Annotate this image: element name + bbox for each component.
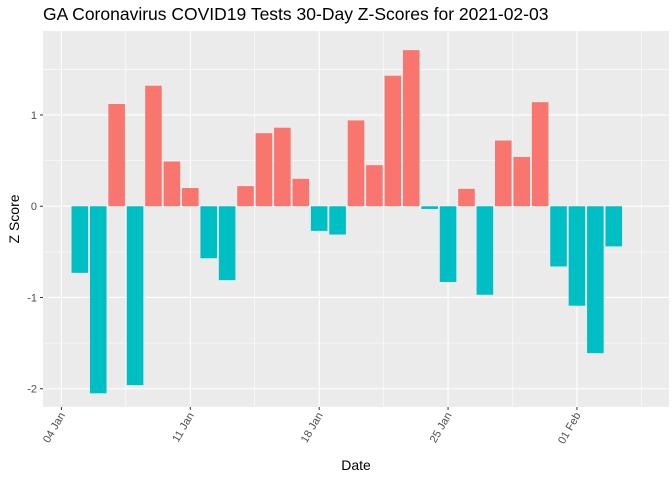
bar [71,206,89,273]
x-tick-label: 11 Jan [170,411,197,445]
x-tick-label: 01 Feb [556,411,584,447]
bar [182,187,199,207]
bar [145,85,162,207]
bar [458,188,475,207]
y-axis: -2 -1 0 1 [27,110,43,396]
bar [347,120,365,207]
bar [476,206,494,295]
bar [531,102,549,207]
y-tick-label: -2 [27,384,37,396]
x-tick-label: 18 Jan [299,411,326,446]
bar [292,178,310,207]
bar [605,206,623,247]
chart-title: GA Coronavirus COVID19 Tests 30-Day Z-Sc… [43,4,549,24]
bar [421,206,438,209]
bar [200,206,217,259]
x-tick-label: 25 Jan [428,411,455,446]
bar [384,75,402,207]
x-axis: 04 Jan 11 Jan 18 Jan 25 Jan 01 Feb [41,407,584,447]
bar [126,206,144,386]
y-tick-label: 1 [31,110,37,122]
bar [310,206,328,231]
bar [550,206,567,267]
bar [402,50,420,207]
bar [329,206,346,235]
bar [218,206,236,281]
bars [71,50,623,394]
bar [108,104,125,207]
bar [255,133,273,207]
minor-gridlines [43,31,669,407]
x-tick-label: 04 Jan [41,411,68,446]
bar [587,206,604,354]
bar [274,127,291,207]
x-axis-title: Date [341,457,371,473]
bar [237,186,254,207]
bar [366,165,383,207]
y-tick-label: 0 [31,201,37,213]
y-axis-title: Z Score [6,194,22,243]
y-tick-label: -1 [27,292,37,304]
bar [495,140,512,207]
bar [89,206,107,394]
bar [568,206,586,306]
bar [513,156,530,207]
bar [439,206,457,282]
bar [163,161,181,207]
